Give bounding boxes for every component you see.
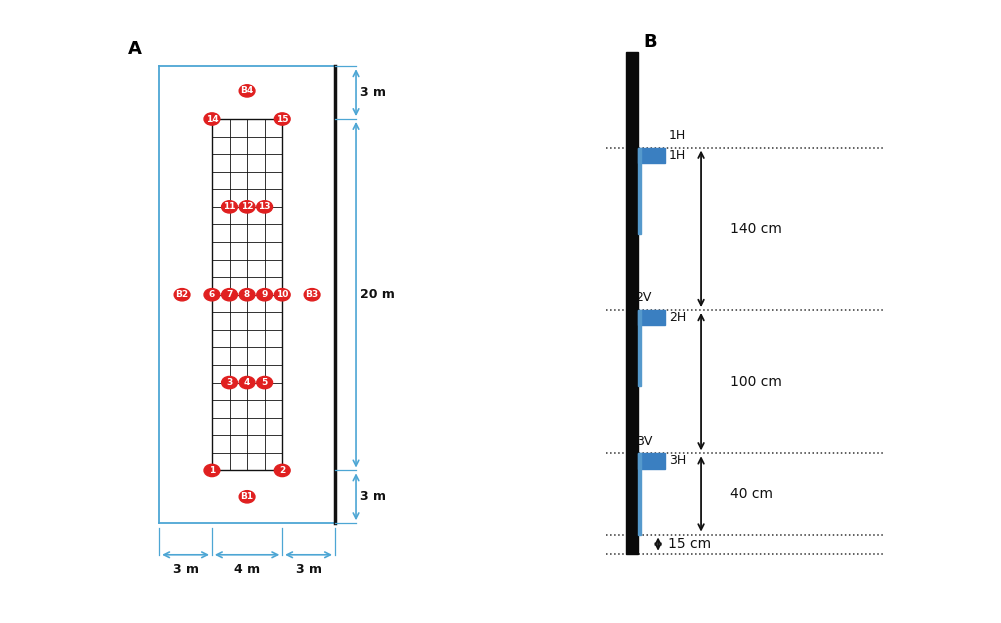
Text: 3H: 3H xyxy=(669,454,687,467)
Ellipse shape xyxy=(204,288,220,301)
Text: 10: 10 xyxy=(276,290,288,299)
Ellipse shape xyxy=(239,376,255,389)
Bar xyxy=(638,148,666,163)
Text: 7: 7 xyxy=(226,290,232,299)
Ellipse shape xyxy=(256,288,272,301)
Text: 3 m: 3 m xyxy=(360,490,386,503)
Ellipse shape xyxy=(256,376,272,389)
Bar xyxy=(638,454,642,535)
Text: B4: B4 xyxy=(240,87,253,95)
Ellipse shape xyxy=(239,288,255,301)
Bar xyxy=(638,310,642,386)
Text: 15: 15 xyxy=(276,115,288,123)
Text: 40 cm: 40 cm xyxy=(730,487,773,501)
Text: 1H: 1H xyxy=(669,129,687,142)
Bar xyxy=(638,454,666,468)
Bar xyxy=(626,52,638,554)
Ellipse shape xyxy=(174,288,190,301)
Ellipse shape xyxy=(204,464,220,477)
Text: 4: 4 xyxy=(244,378,250,387)
Text: B3: B3 xyxy=(305,290,318,299)
Bar xyxy=(638,148,642,234)
Ellipse shape xyxy=(274,288,290,301)
Text: 1: 1 xyxy=(209,466,215,475)
Text: 15 cm: 15 cm xyxy=(668,537,711,551)
Ellipse shape xyxy=(239,491,255,503)
Ellipse shape xyxy=(256,201,272,213)
Text: 140 cm: 140 cm xyxy=(730,222,782,236)
Text: 12: 12 xyxy=(241,202,253,211)
Text: 3 m: 3 m xyxy=(360,86,386,99)
Text: 20 m: 20 m xyxy=(360,288,395,302)
Text: 3: 3 xyxy=(226,378,232,387)
Ellipse shape xyxy=(274,113,290,125)
Bar xyxy=(212,119,282,470)
Ellipse shape xyxy=(221,201,237,213)
Ellipse shape xyxy=(221,376,237,389)
Text: 3 m: 3 m xyxy=(172,563,198,576)
Ellipse shape xyxy=(304,288,320,301)
Text: A: A xyxy=(127,40,141,58)
Text: 2V: 2V xyxy=(636,292,652,304)
Ellipse shape xyxy=(274,464,290,477)
Text: 11: 11 xyxy=(223,202,236,211)
Text: 6: 6 xyxy=(209,290,215,299)
Text: 14: 14 xyxy=(205,115,218,123)
Text: B: B xyxy=(644,33,658,51)
Text: 2: 2 xyxy=(279,466,285,475)
Text: 8: 8 xyxy=(244,290,250,299)
Ellipse shape xyxy=(221,288,237,301)
Text: 5: 5 xyxy=(261,378,268,387)
Text: 9: 9 xyxy=(261,290,268,299)
Text: 3V: 3V xyxy=(636,435,652,447)
Ellipse shape xyxy=(204,113,220,125)
Text: 2H: 2H xyxy=(669,311,687,324)
Text: 1H: 1H xyxy=(669,149,687,162)
Text: B1: B1 xyxy=(240,492,253,502)
Bar xyxy=(638,310,666,325)
Text: 100 cm: 100 cm xyxy=(730,374,782,389)
Text: 13: 13 xyxy=(258,202,271,211)
Text: 4 m: 4 m xyxy=(234,563,260,576)
Text: 3 m: 3 m xyxy=(295,563,321,576)
Ellipse shape xyxy=(239,85,255,97)
Text: B2: B2 xyxy=(175,290,188,299)
Ellipse shape xyxy=(239,201,255,213)
